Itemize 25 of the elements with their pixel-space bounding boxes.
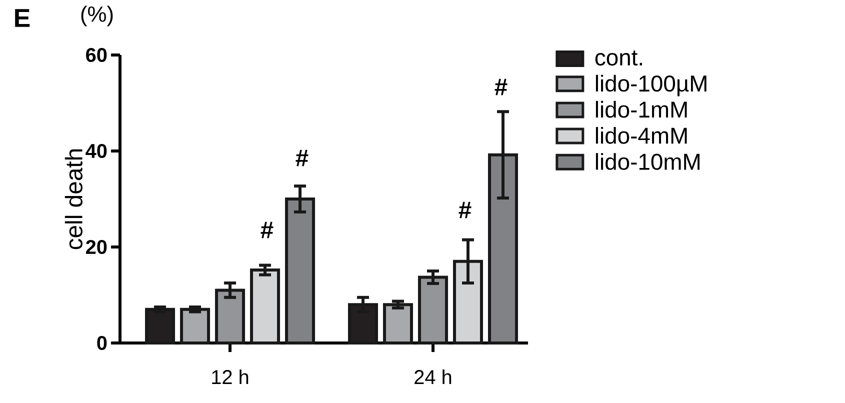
legend-label: lido-10mM	[596, 153, 700, 170]
x-tick-label: 12 h	[212, 370, 248, 384]
y-tick-label: 60	[86, 48, 107, 62]
annotation: #	[296, 150, 308, 166]
bar	[418, 276, 448, 344]
y-tick-label: 40	[86, 144, 107, 158]
legend-label: lido-1mM	[596, 100, 687, 118]
legend-label: lido-4mM	[596, 127, 687, 144]
y-tick-label: 0	[97, 336, 107, 350]
y-axis-title: cell death	[64, 149, 82, 250]
legend-label: lido-100µM	[596, 74, 706, 96]
annotation: #	[260, 222, 274, 238]
annotation: #	[494, 78, 508, 96]
x-tick-label: 24 h	[414, 370, 452, 384]
text: E	[15, 9, 30, 27]
bar	[250, 268, 280, 344]
annotation: #	[458, 202, 472, 218]
bar	[145, 308, 176, 344]
y-tick-label: 20	[86, 240, 107, 254]
bar	[180, 308, 210, 344]
legend-label: cont.	[595, 50, 642, 66]
bar	[348, 303, 378, 344]
bar	[383, 303, 414, 344]
bar	[215, 288, 246, 344]
text: (%)	[81, 6, 113, 26]
